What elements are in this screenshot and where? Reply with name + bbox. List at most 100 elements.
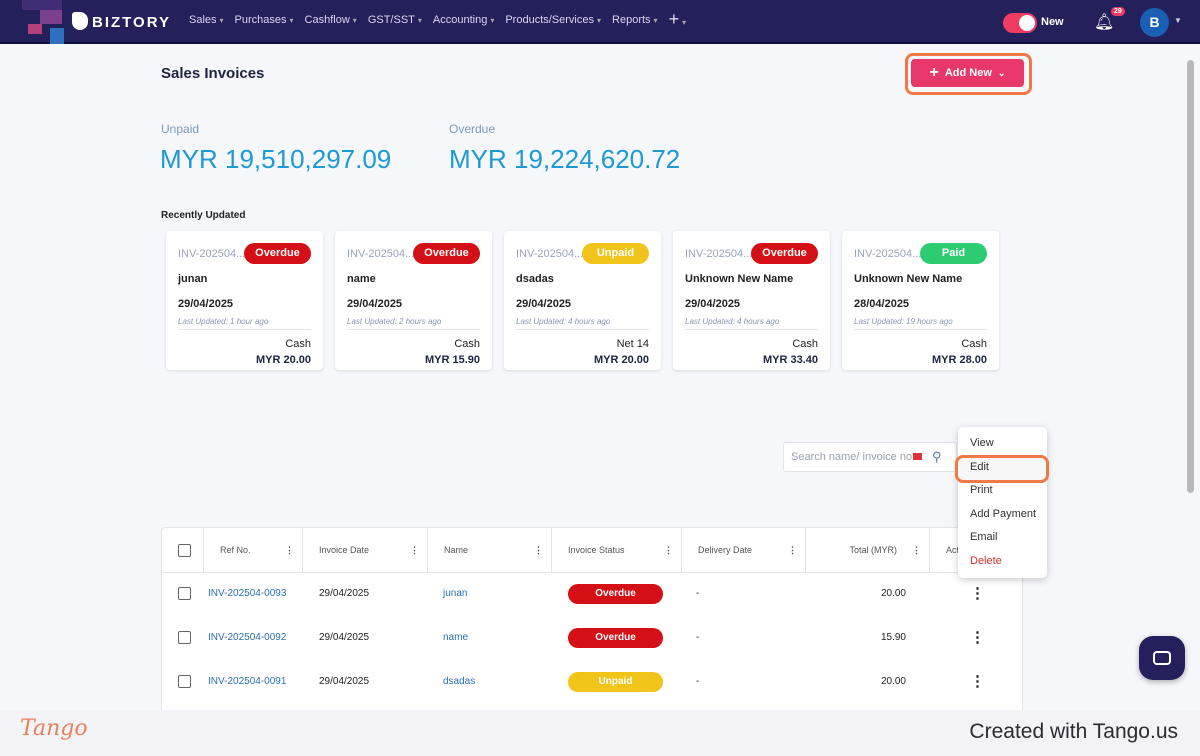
total: 15.90	[880, 632, 906, 643]
menu-item-print[interactable]: Print	[970, 484, 993, 496]
invoice-card[interactable]: INV-202504... Overdue name 29/04/2025 La…	[335, 231, 492, 370]
column-header[interactable]: Name ⋮	[428, 528, 552, 573]
row-checkbox[interactable]	[178, 675, 191, 688]
column-label: Act	[946, 545, 960, 555]
column-label: Delivery Date	[698, 545, 753, 555]
add-new-button[interactable]: + Add New ⌄	[911, 59, 1024, 87]
card-amount: MYR 28.00	[931, 354, 987, 366]
tango-logo: Tango	[20, 716, 88, 741]
top-nav: BIZTORY Sales ▾ Purchases ▾ Cashflow ▾ GST/SST…	[0, 0, 1200, 44]
delivery-date: -	[696, 676, 700, 687]
column-menu-icon[interactable]: ⋮	[410, 545, 419, 555]
nav-item[interactable]: Accounting ▾	[433, 14, 494, 28]
card-ref: INV-202504...	[685, 248, 753, 260]
card-term: Cash	[961, 338, 987, 350]
menu-item-view[interactable]: View	[970, 437, 994, 449]
card-name: dsadas	[516, 273, 554, 285]
divider	[854, 329, 987, 330]
divider	[516, 329, 649, 330]
card-date: 29/04/2025	[178, 298, 234, 310]
avatar[interactable]: B	[1140, 8, 1169, 37]
divider	[347, 329, 480, 330]
nav-item[interactable]: Products/Services ▾	[505, 14, 601, 28]
delivery-date: -	[696, 632, 700, 643]
card-name: junan	[178, 273, 208, 285]
nav-item[interactable]: Purchases ▾	[235, 14, 294, 28]
menu-item-add-payment[interactable]: Add Payment	[970, 507, 1037, 520]
column-menu-icon[interactable]: ⋮	[788, 545, 797, 555]
caret-icon: ▾	[597, 16, 602, 25]
customer-link[interactable]: junan	[443, 588, 468, 599]
plus-icon: +	[929, 64, 939, 81]
invoice-card[interactable]: INV-202504... Overdue junan 29/04/2025 L…	[166, 231, 323, 370]
scrollbar[interactable]	[1187, 60, 1194, 493]
card-name: Unknown New Name	[854, 273, 963, 285]
nav-item[interactable]: Sales ▾	[189, 14, 224, 28]
recently-updated-title: Recently Updated	[161, 210, 246, 221]
menu-item-edit[interactable]: Edit	[970, 460, 989, 473]
caret-icon: ▾	[289, 16, 294, 25]
caret-icon: ▾	[219, 16, 224, 25]
card-amount: MYR 15.90	[424, 354, 480, 366]
caret-icon: ▾	[682, 18, 687, 27]
card-date: 28/04/2025	[854, 298, 910, 310]
chat-icon	[1153, 651, 1171, 665]
status-badge: Overdue	[568, 584, 663, 604]
row-checkbox[interactable]	[178, 587, 191, 600]
status-badge: Paid	[920, 243, 987, 264]
caret-icon: ▾	[653, 16, 658, 25]
footer	[0, 710, 1200, 756]
nav-item[interactable]: Reports ▾	[612, 14, 658, 28]
delivery-date: -	[696, 588, 700, 599]
column-menu-icon[interactable]: ⋮	[534, 545, 543, 555]
card-updated: Last Updated: 4 hours ago	[516, 317, 611, 326]
context-menu: View Edit Print Add Payment Email Delete	[958, 427, 1047, 578]
column-header[interactable]: Ref No. ⋮	[204, 528, 303, 573]
customer-link[interactable]: name	[443, 632, 469, 643]
new-ui-toggle[interactable]	[1003, 13, 1037, 33]
main-menu: Sales ▾ Purchases ▾ Cashflow ▾ GST/SST ▾ Account…	[189, 10, 687, 28]
column-menu-icon[interactable]: ⋮	[664, 545, 673, 555]
highlight-box	[905, 53, 1032, 95]
invoice-card[interactable]: INV-202504... Unpaid dsadas 29/04/2025 L…	[504, 231, 661, 370]
overdue-label: Overdue	[449, 122, 496, 136]
card-date: 29/04/2025	[685, 298, 741, 310]
card-updated: Last Updated: 1 hour ago	[178, 317, 269, 326]
ref-link[interactable]: INV-202504-0092	[208, 632, 287, 643]
search-icon[interactable]: ⚲	[932, 449, 942, 464]
row-actions-icon[interactable]: ⋮	[970, 673, 985, 690]
column-menu-icon[interactable]: ⋮	[285, 545, 294, 555]
nav-item[interactable]: Cashflow ▾	[305, 14, 357, 28]
column-header[interactable]: Invoice Status ⋮	[552, 528, 682, 573]
search-input[interactable]: Search name/ invoice no.	[783, 442, 957, 472]
page-title: Sales Invoices	[161, 65, 265, 82]
column-header[interactable]: Total (MYR) ⋮	[806, 528, 930, 573]
caret-icon: ▾	[490, 16, 495, 25]
status-badge: Overdue	[568, 628, 663, 648]
chat-button[interactable]	[1139, 636, 1185, 680]
card-name: Unknown New Name	[685, 273, 794, 285]
row-actions-icon[interactable]: ⋮	[970, 629, 985, 646]
invoice-card[interactable]: INV-202504... Paid Unknown New Name 28/0…	[842, 231, 999, 370]
row-checkbox[interactable]	[178, 631, 191, 644]
ref-link[interactable]: INV-202504-0093	[208, 588, 287, 599]
nav-item[interactable]: + ▾	[669, 10, 687, 28]
bell-icon[interactable]: 🔔︎	[1094, 14, 1115, 31]
select-all-checkbox[interactable]	[178, 544, 191, 557]
invoice-date: 29/04/2025	[319, 632, 370, 643]
ref-link[interactable]: INV-202504-0091	[208, 676, 287, 687]
column-header[interactable]: Invoice Date ⋮	[303, 528, 428, 573]
menu-item-email[interactable]: Email	[970, 531, 998, 543]
nav-item[interactable]: GST/SST ▾	[368, 14, 422, 28]
brand-logo[interactable]: BIZTORY	[72, 12, 171, 31]
divider	[178, 329, 311, 330]
column-menu-icon[interactable]: ⋮	[912, 545, 921, 555]
chevron-down-icon[interactable]: ▼	[1174, 16, 1182, 25]
card-updated: Last Updated: 19 hours ago	[854, 317, 953, 326]
menu-item-delete[interactable]: Delete	[970, 554, 1002, 567]
row-actions-icon[interactable]: ⋮	[970, 585, 985, 602]
column-header[interactable]: Delivery Date ⋮	[682, 528, 806, 573]
customer-link[interactable]: dsadas	[443, 676, 476, 687]
invoice-card[interactable]: INV-202504... Overdue Unknown New Name 2…	[673, 231, 830, 370]
column-label: Invoice Status	[568, 545, 625, 555]
